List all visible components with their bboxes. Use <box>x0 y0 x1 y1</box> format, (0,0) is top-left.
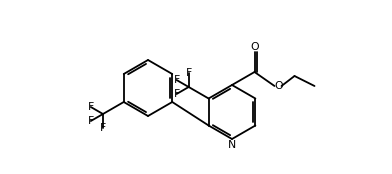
Text: O: O <box>250 42 259 52</box>
Text: N: N <box>228 140 236 150</box>
Text: F: F <box>88 116 94 126</box>
Text: F: F <box>185 68 192 78</box>
Text: O: O <box>274 81 283 91</box>
Text: F: F <box>173 89 180 99</box>
Text: F: F <box>100 123 106 133</box>
Text: F: F <box>88 102 94 112</box>
Text: F: F <box>173 75 180 85</box>
